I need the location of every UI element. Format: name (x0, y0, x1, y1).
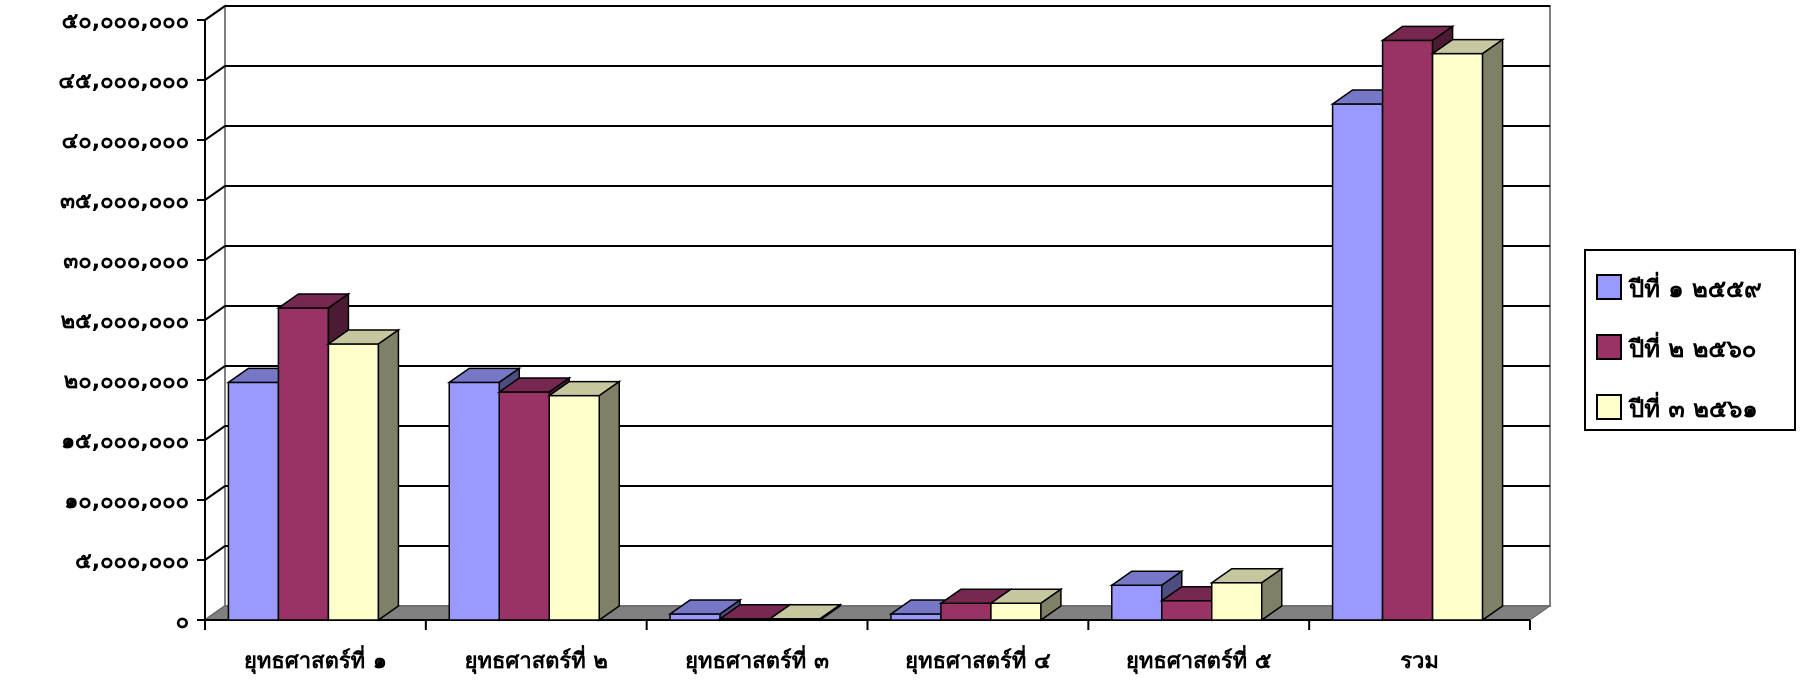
bar (988, 587, 1064, 622)
y-tick-label: ๔๕,๐๐๐,๐๐๐ (58, 69, 189, 94)
y-tick-label: ๒๐,๐๐๐,๐๐๐ (64, 369, 189, 394)
bar-front (1111, 584, 1163, 621)
y-tick-label: ๓๕,๐๐๐,๐๐๐ (60, 189, 189, 214)
legend-swatch (1596, 394, 1622, 420)
y-tick-label: ๑๐,๐๐๐,๐๐๐ (64, 489, 189, 514)
bar (1209, 567, 1285, 622)
bar (326, 328, 401, 622)
bar-front (940, 602, 992, 621)
bar-front (548, 394, 600, 621)
gridlines (204, 5, 1550, 561)
bar (1430, 38, 1505, 622)
x-tick-label: ยุทธศาสตร์ที่ ๒ (465, 644, 608, 675)
x-tick-label: ยุทธศาสตร์ที่ ๑ (244, 644, 387, 675)
bar-front (1331, 103, 1384, 621)
gridline-side (204, 425, 226, 441)
bar (767, 603, 843, 622)
bar-side (1481, 38, 1504, 622)
gridline-side (204, 365, 226, 381)
bar-side (598, 380, 620, 622)
bar-front (1161, 600, 1213, 621)
legend-label: ปีที่ ๑ ๒๕๕๙ (1628, 271, 1762, 303)
gridline-side (204, 5, 226, 21)
bar-side (1040, 587, 1062, 622)
y-tick-label: ๒๕,๐๐๐,๐๐๐ (61, 309, 189, 334)
x-tick-label: รวม (1400, 649, 1439, 674)
bar-front (277, 307, 330, 621)
y-tick-label: ๕๐,๐๐๐,๐๐๐ (62, 9, 189, 34)
gridline-side (204, 245, 226, 261)
bar-front (990, 602, 1042, 621)
bar-front (498, 391, 550, 621)
x-tick-label: ยุทธศาสตร์ที่ ๓ (685, 644, 829, 675)
bar-side (819, 603, 841, 622)
x-axis-ticks: ยุทธศาสตร์ที่ ๑ ยุทธศาสตร์ที่ ๒ ยุทธศาสตร์… (244, 644, 1439, 675)
bar (546, 380, 622, 622)
bar-front (1431, 52, 1484, 621)
y-tick-label: ๔๐,๐๐๐,๐๐๐ (62, 129, 189, 154)
bar-front (890, 613, 942, 621)
gridline-side (204, 545, 226, 561)
x-tick-label: ยุทธศาสตร์ที่ ๔ (905, 644, 1051, 675)
bar-front (669, 613, 721, 621)
x-tick-label: ยุทธศาสตร์ที่ ๕ (1126, 644, 1272, 675)
y-tick-label: ๓๐,๐๐๐,๐๐๐ (63, 249, 189, 274)
gridline-side (204, 305, 226, 321)
gridline-side (204, 125, 226, 141)
legend-swatch (1596, 274, 1622, 300)
legend-label: ปีที่ ๓ ๒๕๖๑ (1628, 391, 1758, 423)
y-tick-label: ๑๕,๐๐๐,๐๐๐ (61, 429, 189, 454)
bar-front (227, 381, 280, 621)
gridline-side (204, 65, 226, 81)
axes (197, 19, 1531, 630)
legend-swatch (1596, 334, 1622, 360)
gridline-side (204, 485, 226, 501)
bar-front (327, 343, 380, 621)
y-tick-label: ๕,๐๐๐,๐๐๐ (75, 549, 189, 574)
bar-front (1381, 39, 1434, 621)
bar-side (1261, 567, 1283, 622)
bar-front (448, 381, 500, 621)
y-axis-ticks: ๐ ๕,๐๐๐,๐๐๐ ๑๐,๐๐๐,๐๐๐ ๑๕,๐๐๐,๐๐๐ ๒๐,๐๐๐,๐๐๐… (58, 9, 189, 634)
bar-side (377, 328, 400, 622)
y-tick-label: ๐ (176, 609, 189, 634)
bars (226, 24, 1505, 622)
gridline-side (204, 185, 226, 201)
bar-front (1211, 582, 1263, 621)
legend-label: ปีที่ ๒ ๒๕๖๐ (1628, 331, 1757, 363)
